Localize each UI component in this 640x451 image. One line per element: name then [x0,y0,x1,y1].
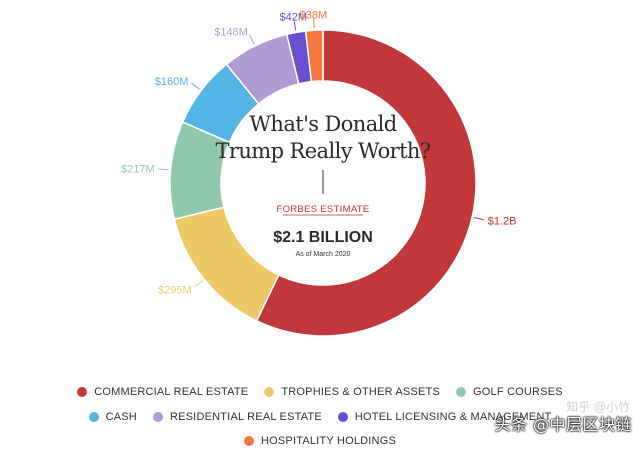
legend-label: HOSPITALITY HOLDINGS [260,435,396,447]
legend-item: CASH [88,411,137,423]
legend-swatch [264,387,275,397]
slice-value-label: $217M [121,164,155,176]
watermark-faint: 知乎 @小竹 [566,400,630,414]
total-value: $2.1 BILLION [273,229,373,246]
legend-label: TROPHIES & OTHER ASSETS [281,386,440,398]
center-text: What's Donald Trump Really Worth? FORBES… [216,112,432,258]
slice-leader-line [293,20,297,31]
legend-item: GOLF COURSES [455,386,563,398]
donut-slice [304,29,324,83]
slice-value-label: $160M [155,76,189,88]
legend-label: CASH [105,411,137,423]
slice-labels: $1.2B $295M $217M $160M $148M $42M$38M [121,9,517,296]
legend-label: COMMERCIAL REAL ESTATE [94,386,249,398]
donut-slice [173,206,280,322]
legend-swatch [455,387,466,397]
slice-value-label: $38M [300,9,328,21]
donut-chart: $1.2B $295M $217M $160M $148M $42M$38M What's… [121,9,517,337]
slice-leader-line [249,34,255,45]
donut-slice [255,29,477,337]
slice-leader-line [191,82,200,90]
slice-leader-line [474,217,484,221]
legend-swatch [243,436,254,446]
slice-value-label: $42M [280,12,308,24]
slice-value-label: $148M [214,27,248,39]
legend-row: CASH RESIDENTIAL REAL ESTATE HOTEL LICENSI… [0,411,640,423]
legend-item: HOTEL LICENSING & MANAGEMENT [337,411,552,423]
slice-leader-line [194,280,203,288]
chart-subtitle: FORBES ESTIMATE [276,204,369,215]
legend-swatch [152,412,163,422]
legend-swatch [337,412,348,422]
legend-label: RESIDENTIAL REAL ESTATE [169,411,322,423]
slice-leader-line [313,18,315,29]
donut-slices [169,29,477,337]
legend-item: RESIDENTIAL REAL ESTATE [152,411,322,423]
legend-row: HOSPITALITY HOLDINGS [0,435,640,447]
slice-value-label: $295M [158,284,192,296]
legend-item: COMMERCIAL REAL ESTATE [77,386,248,398]
legend-swatch [88,412,99,422]
date-label: As of March 2020 [296,251,351,258]
chart-title-line-1: What's Donald [249,112,396,136]
legend-item: TROPHIES & OTHER ASSETS [264,386,440,398]
legend-swatch [77,387,88,397]
watermark: 头条 @中层区块链 [494,415,632,434]
legend-row: COMMERCIAL REAL ESTATE TROPHIES & OTHER A… [0,386,640,398]
legend-item: HOSPITALITY HOLDINGS [243,435,396,447]
slice-leader-line [158,168,169,171]
slice-value-label: $1.2B [488,216,517,228]
legend-label: HOTEL LICENSING & MANAGEMENT [354,411,552,423]
legend-label: GOLF COURSES [472,386,563,398]
chart-title-line-2: Trump Really Worth? [216,139,431,163]
